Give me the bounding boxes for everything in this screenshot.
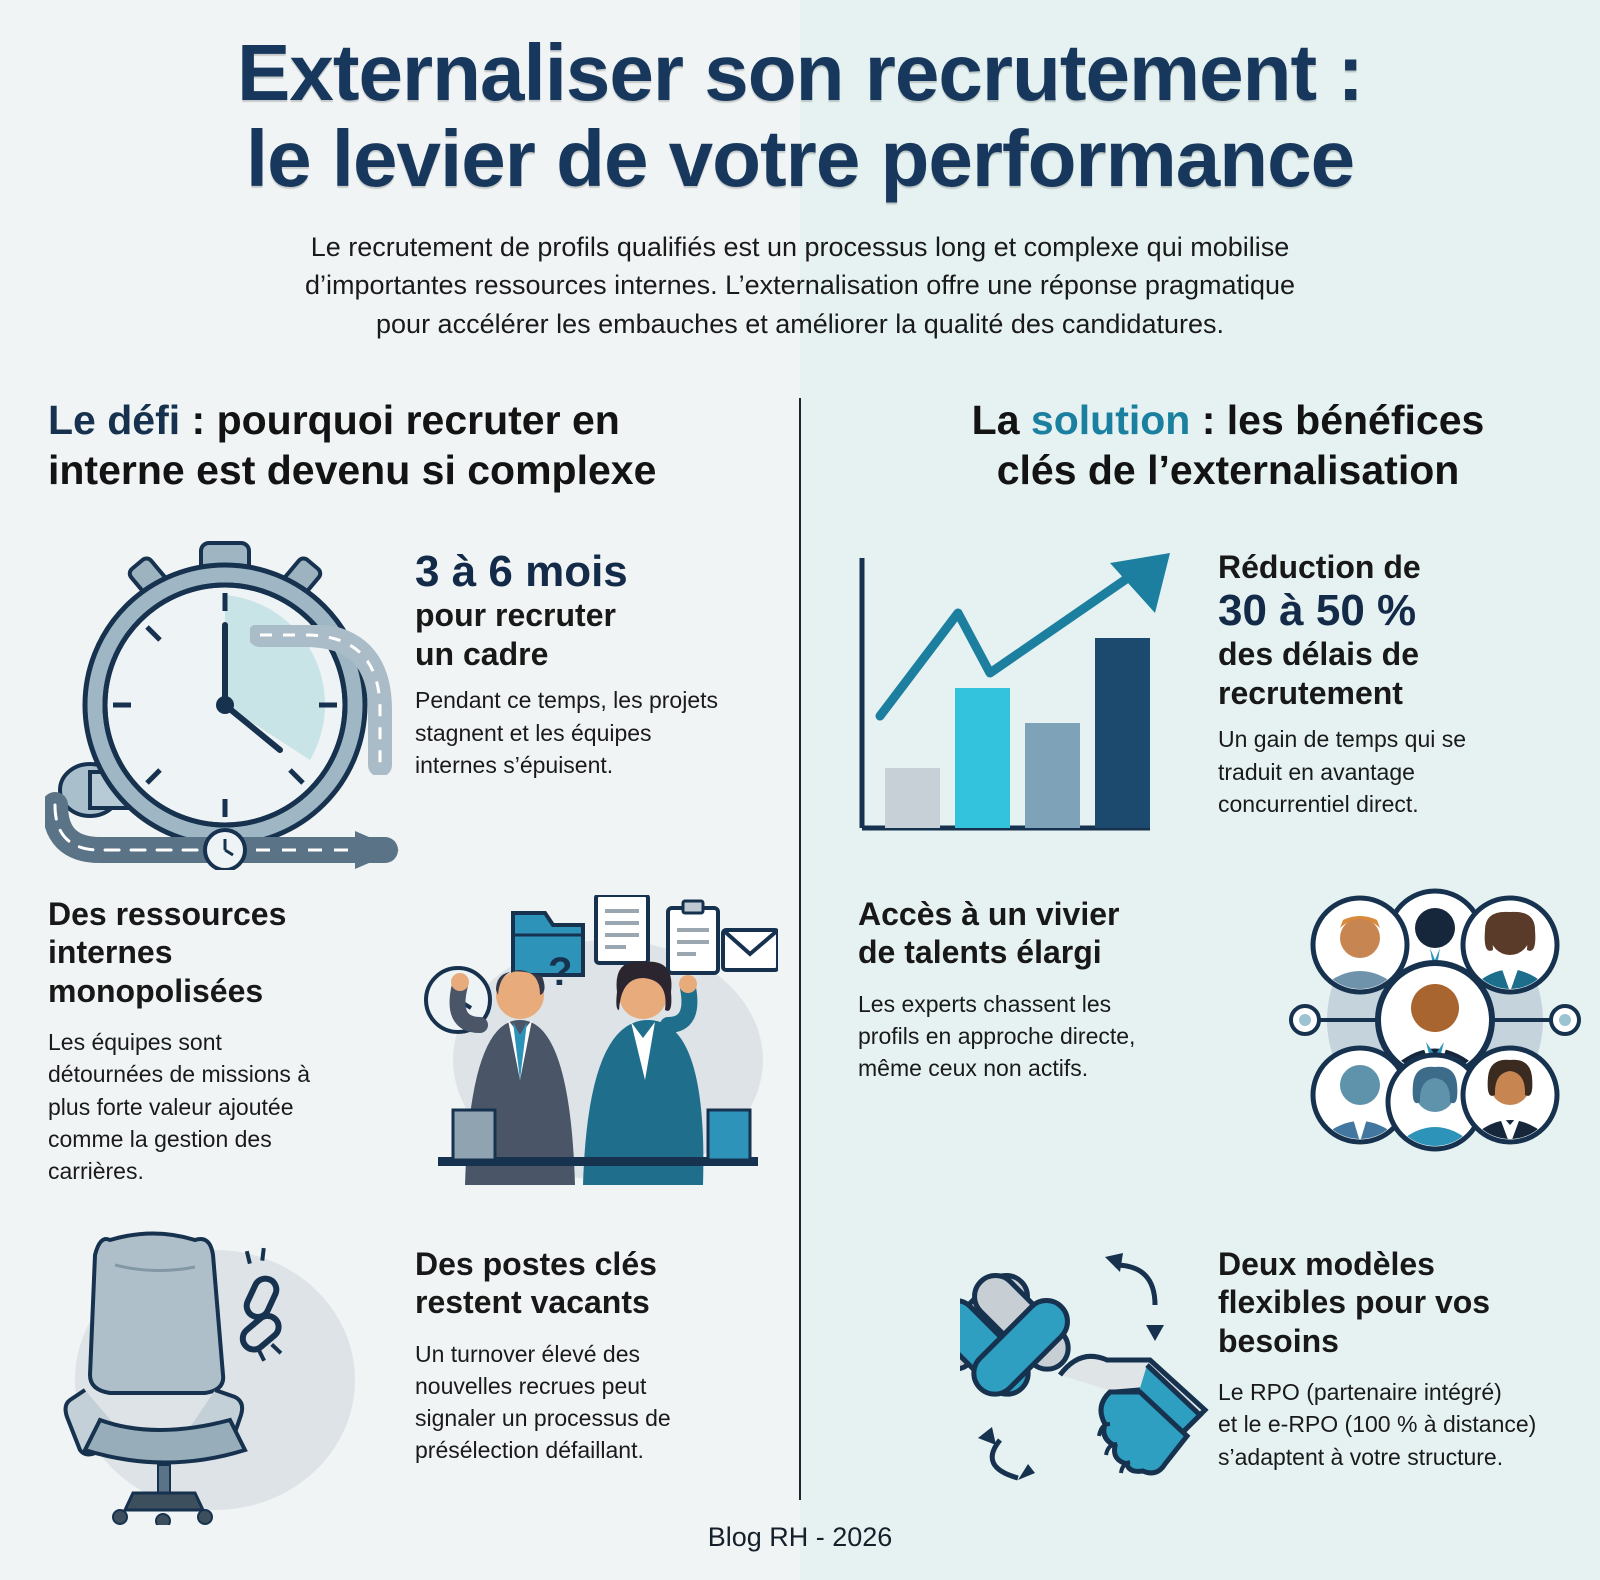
svg-text:?: ? (548, 950, 572, 994)
